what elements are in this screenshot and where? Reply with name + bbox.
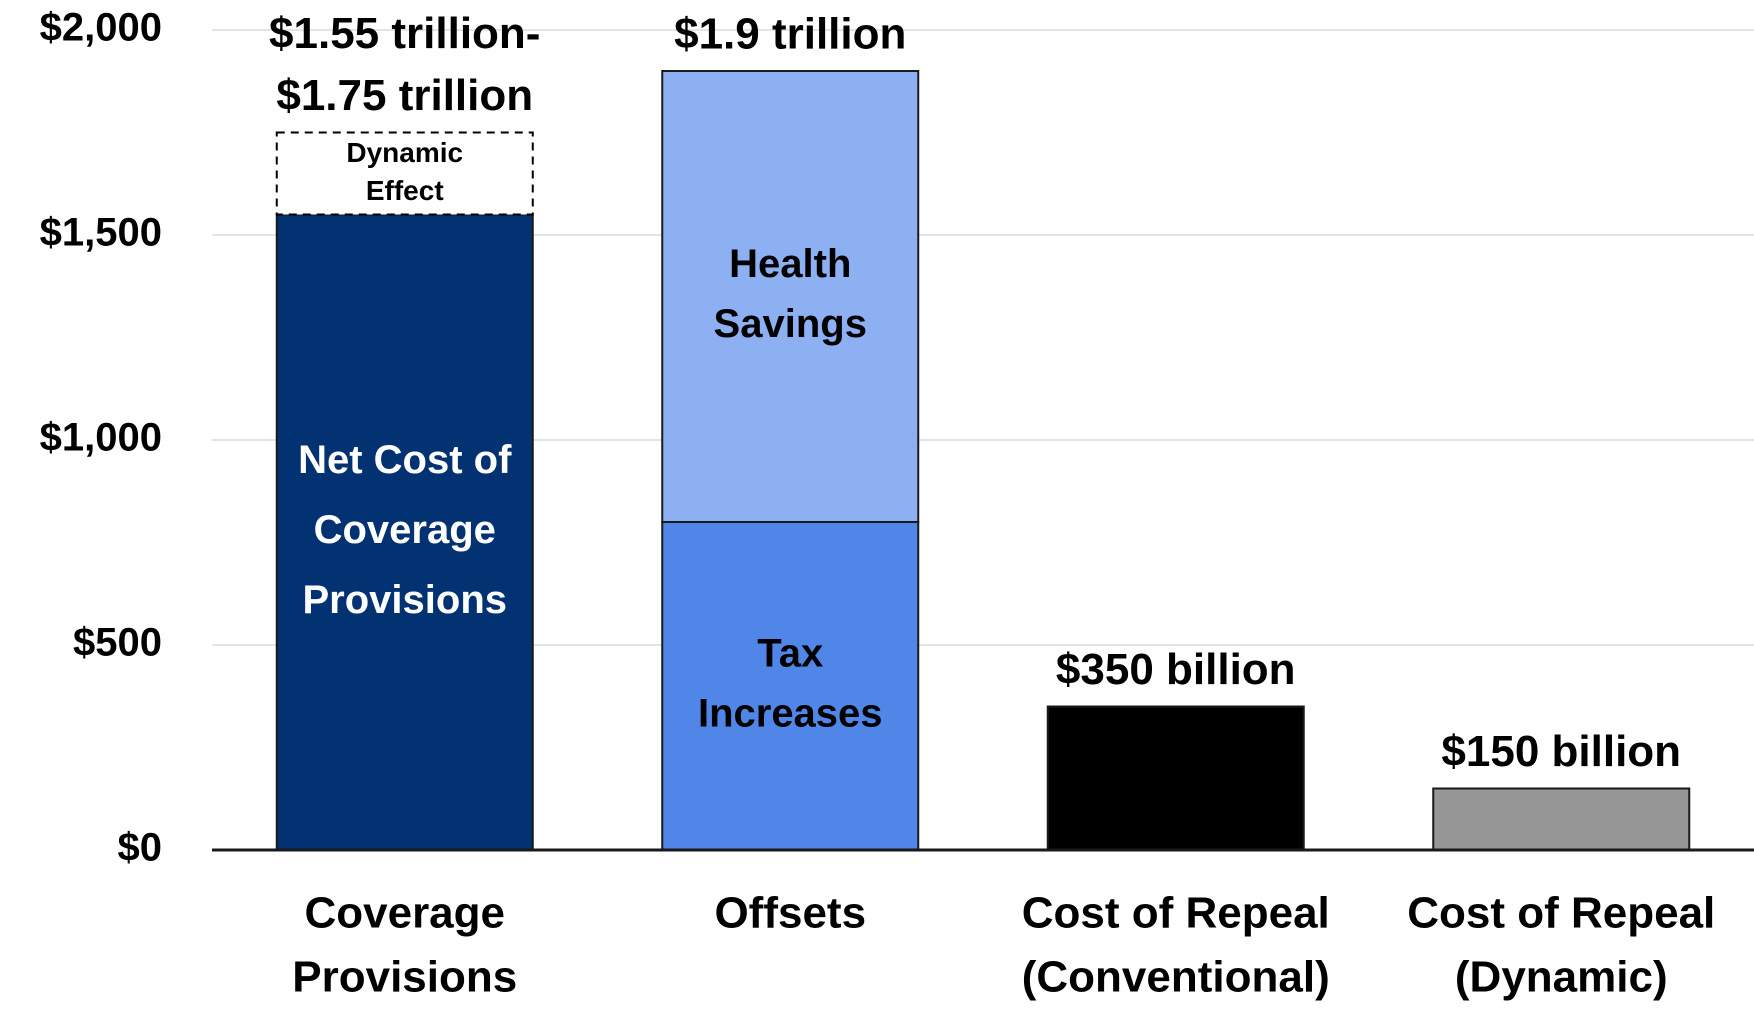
y-tick-label: $1,000 [40,416,162,460]
bar-value-label: $350 billion [1056,645,1296,694]
y-tick-label: $2,000 [40,6,162,50]
bar-segment [1046,705,1305,851]
bar-value-label: $1.55 trillion-$1.75 trillion [269,9,540,120]
bars: Net Cost of Coverage Provisions Dynamic Effe… [269,9,1691,851]
bar-value-label: $150 billion [1441,727,1681,776]
y-tick-label: $0 [118,826,163,870]
segment-label: Net Cost of Coverage Provisions [298,438,512,622]
bar-segment [661,521,920,851]
x-category-label: Coverage Provisions [292,889,517,1002]
segment-label: Health Savings [714,242,867,346]
y-axis-ticks: $0 $500 $1,000 $1,500 $2,000 [40,6,162,870]
bar-value-label: $1.9 trillion [674,10,906,59]
x-category-label: Cost of Repeal (Dynamic) [1407,889,1715,1002]
bar-segment [275,213,534,851]
bar-segment [275,131,534,216]
bar-segment [661,70,920,523]
segment-label: Tax Increases [698,632,883,736]
category-labels: Coverage Provisions Offsets Cost of Repeal(… [292,889,1715,1002]
x-category-label: Cost of Repeal (Conventional) [1022,889,1330,1002]
x-category-label: Offsets [714,889,866,938]
y-tick-label: $500 [73,621,162,665]
segment-label: Dynamic Effect [346,137,463,206]
bar-segment [1432,787,1691,851]
y-tick-label: $1,500 [40,211,162,255]
